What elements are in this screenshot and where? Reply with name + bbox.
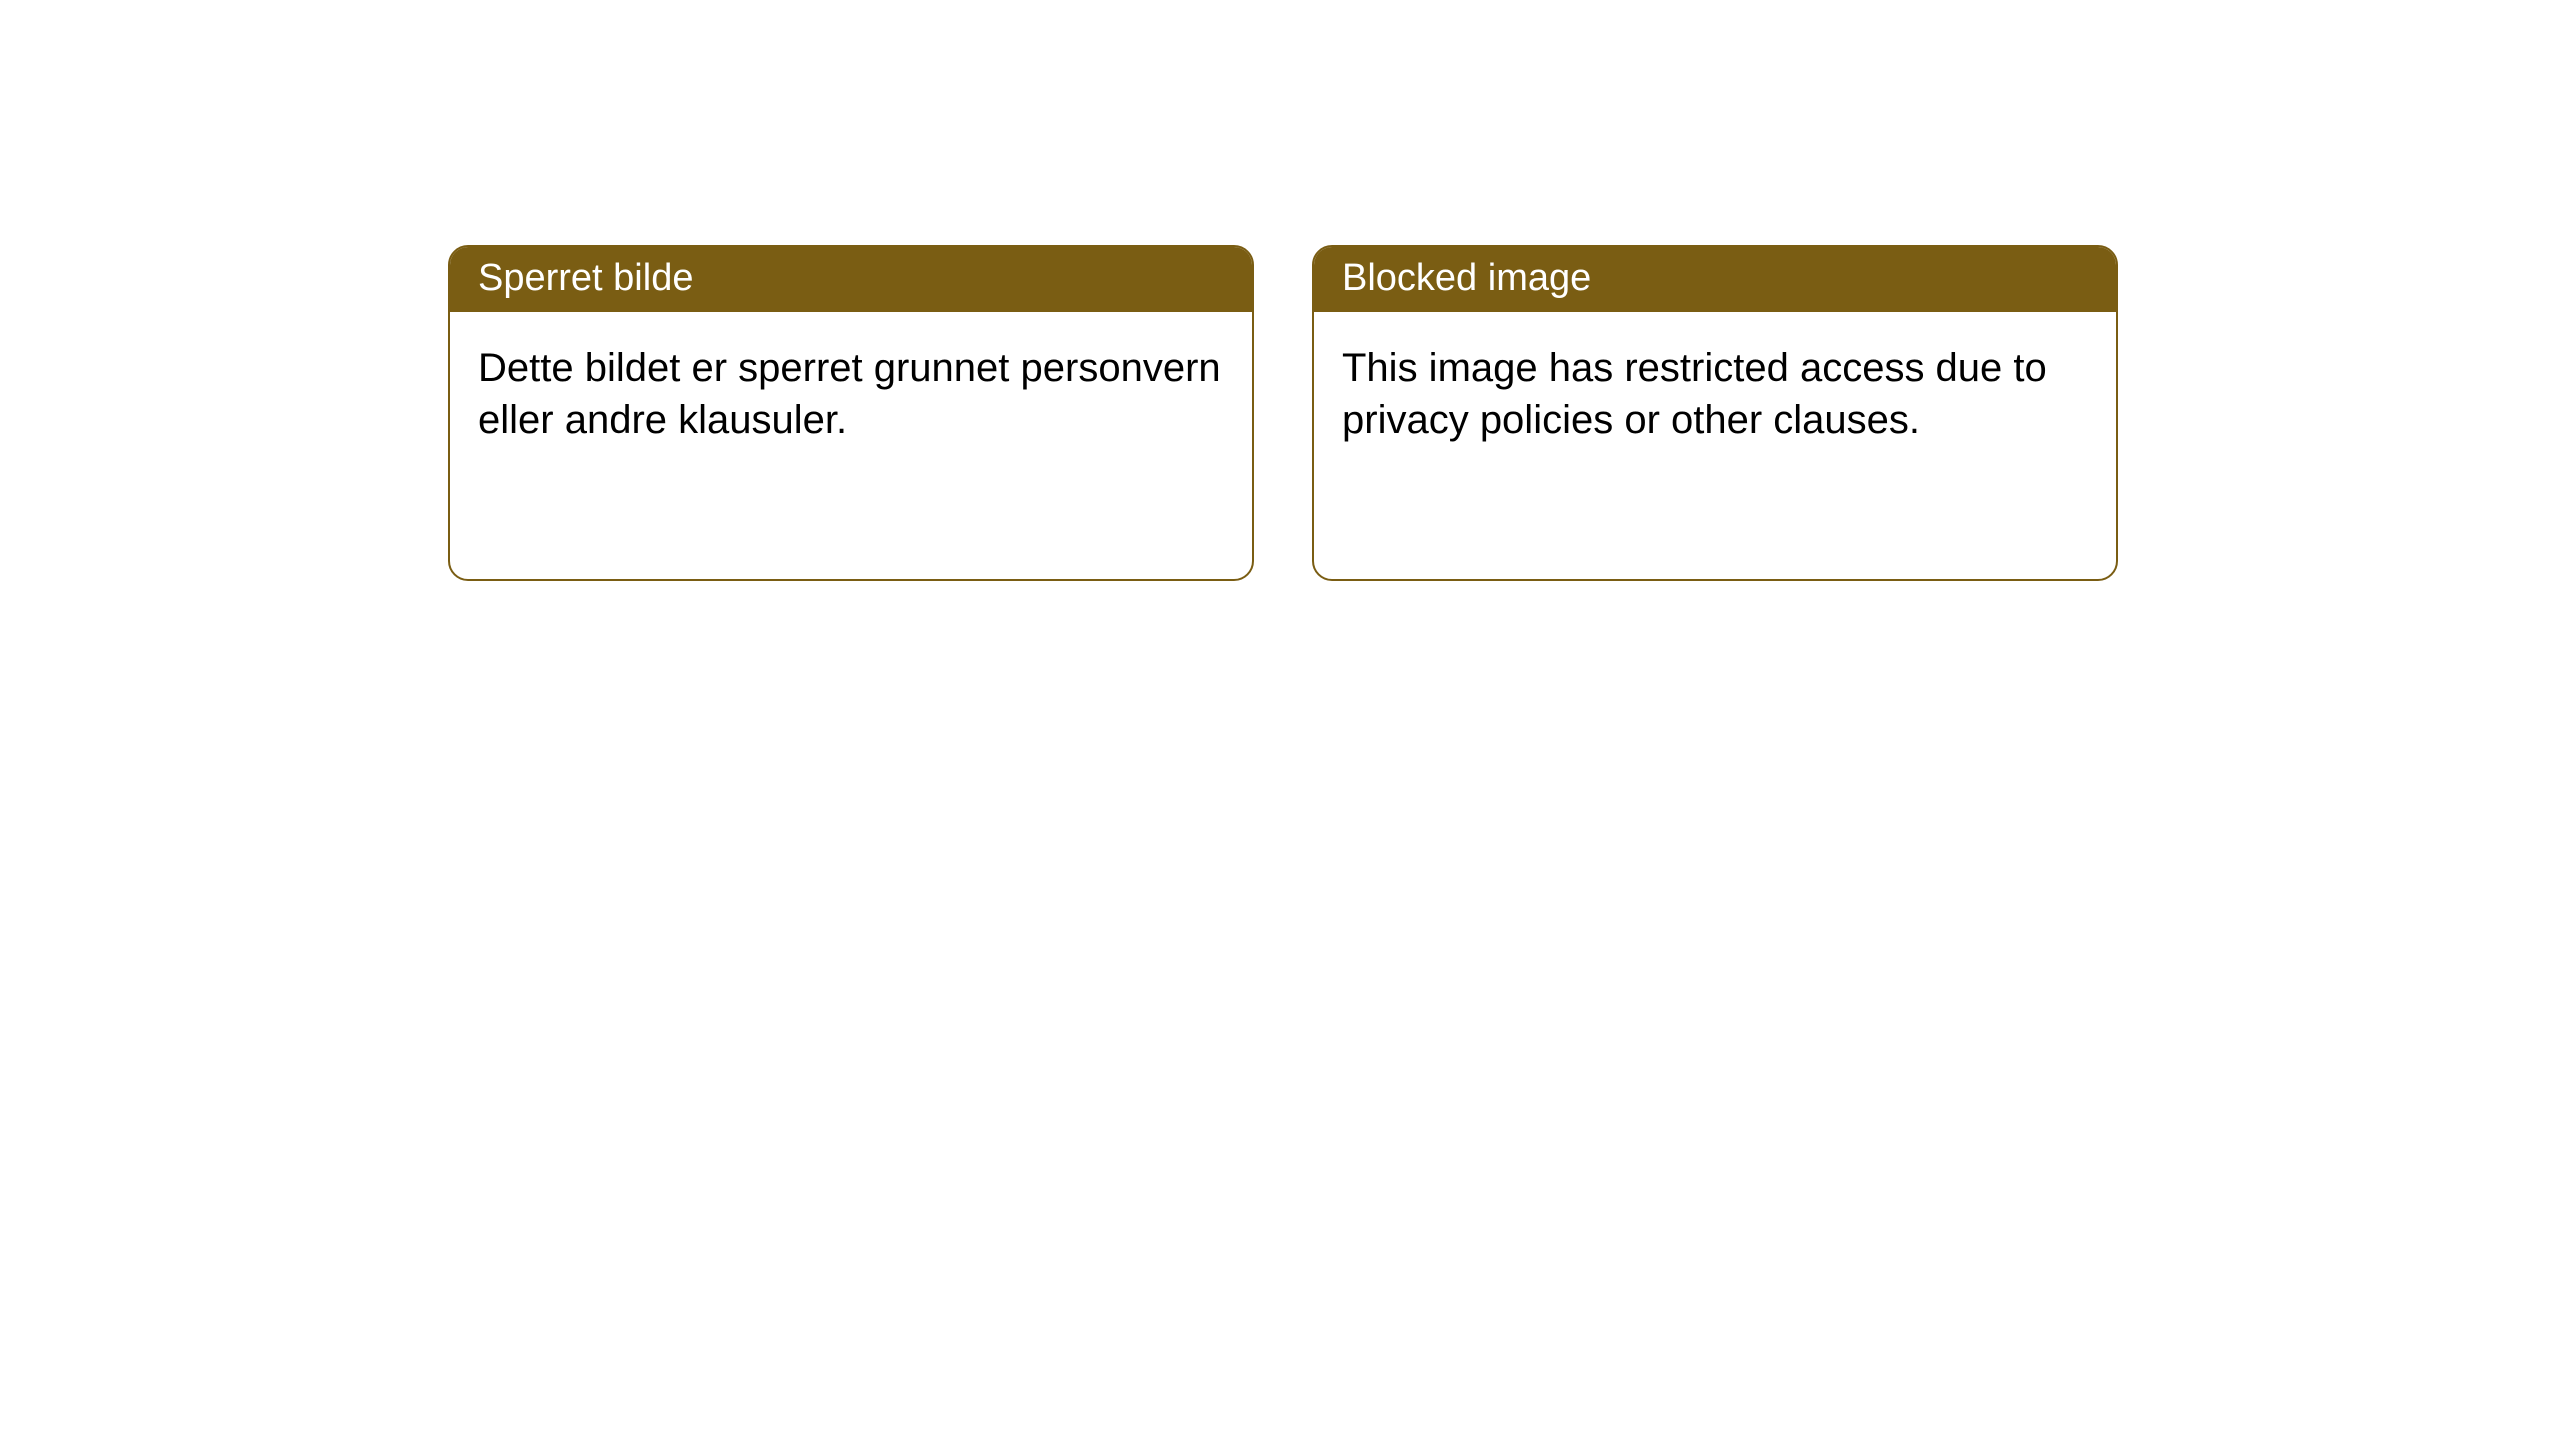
notice-card-body: This image has restricted access due to … [1314, 312, 2116, 476]
notice-card-norwegian: Sperret bilde Dette bildet er sperret gr… [448, 245, 1254, 581]
notice-card-english: Blocked image This image has restricted … [1312, 245, 2118, 581]
notice-cards-container: Sperret bilde Dette bildet er sperret gr… [0, 0, 2560, 581]
notice-card-header: Blocked image [1314, 247, 2116, 312]
notice-card-body: Dette bildet er sperret grunnet personve… [450, 312, 1252, 476]
notice-card-header: Sperret bilde [450, 247, 1252, 312]
